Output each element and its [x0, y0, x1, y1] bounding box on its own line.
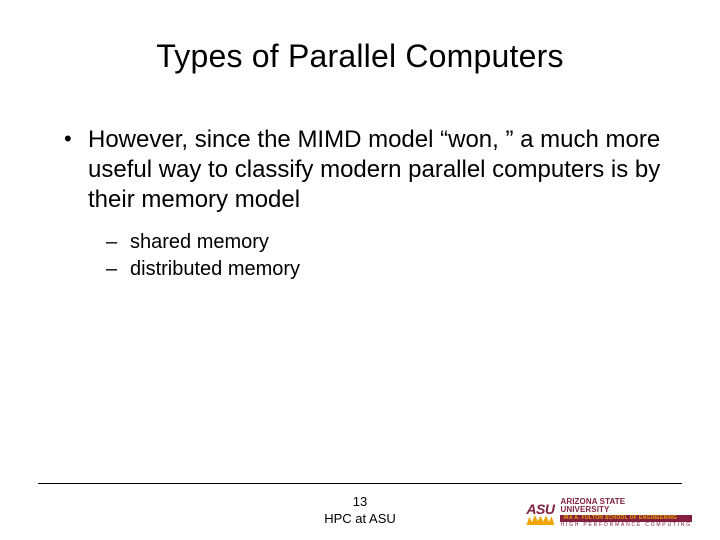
slide: Types of Parallel Computers However, sin… — [0, 0, 720, 540]
footer-divider — [38, 483, 682, 484]
asu-logo: ASU ARIZONA STATE UNIVERSITY IRA A. FULT… — [526, 498, 692, 528]
logo-hpc: HIGH PERFORMANCE COMPUTING — [560, 523, 692, 528]
logo-school: IRA A. FULTON SCHOOL OF ENGINEERING — [560, 515, 692, 522]
logo-mark: ASU — [526, 501, 554, 525]
logo-text-block: ARIZONA STATE UNIVERSITY IRA A. FULTON S… — [560, 498, 692, 528]
bullet-main: However, since the MIMD model “won, ” a … — [60, 125, 670, 215]
slide-title: Types of Parallel Computers — [50, 38, 670, 75]
logo-univ-line2: UNIVERSITY — [560, 506, 692, 514]
slide-body: However, since the MIMD model “won, ” a … — [50, 125, 670, 283]
logo-asu-text: ASU — [526, 501, 554, 517]
bullet-sub-shared: shared memory — [60, 229, 670, 256]
bullet-sub-distributed: distributed memory — [60, 256, 670, 283]
